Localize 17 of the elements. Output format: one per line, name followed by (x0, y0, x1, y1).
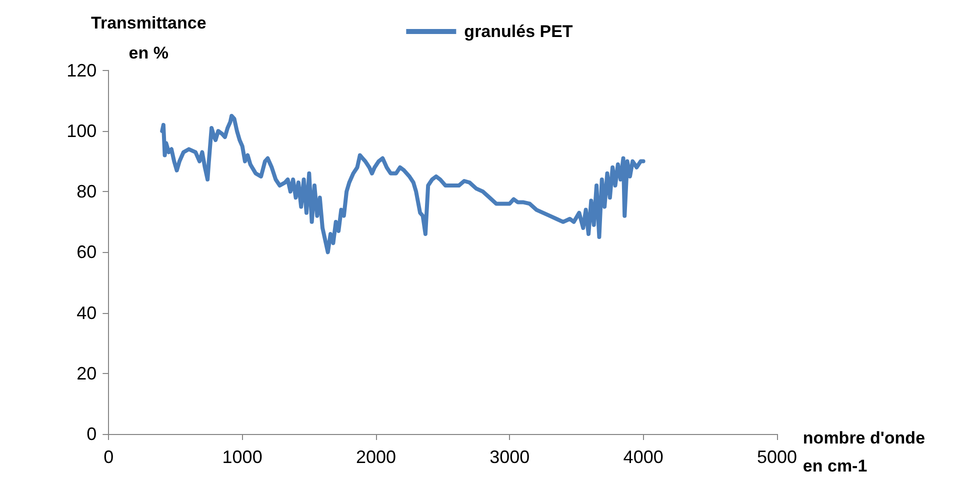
y-tick-label: 20 (76, 363, 97, 384)
x-tick-label: 1000 (222, 447, 262, 467)
y-axis-title: Transmittance en % (91, 14, 206, 62)
y-tick-label: 80 (76, 182, 97, 202)
y-tick-label: 60 (76, 242, 97, 262)
x-tick-label: 0 (104, 447, 114, 467)
x-tick-label: 2000 (356, 447, 396, 467)
y-tick-label: 0 (86, 424, 97, 444)
y-tick-label: 100 (66, 121, 97, 141)
legend-label: granulés PET (464, 22, 574, 41)
line-series (160, 114, 646, 254)
x-tick-label: 3000 (490, 447, 530, 467)
y-tick-label: 40 (76, 302, 97, 323)
x-tick-label: 4000 (623, 447, 664, 467)
y-tick-label: 120 (66, 60, 97, 80)
x-axis-title: nombre d'onde en cm-1 (802, 428, 926, 476)
x-tick-label: 5000 (756, 447, 798, 467)
